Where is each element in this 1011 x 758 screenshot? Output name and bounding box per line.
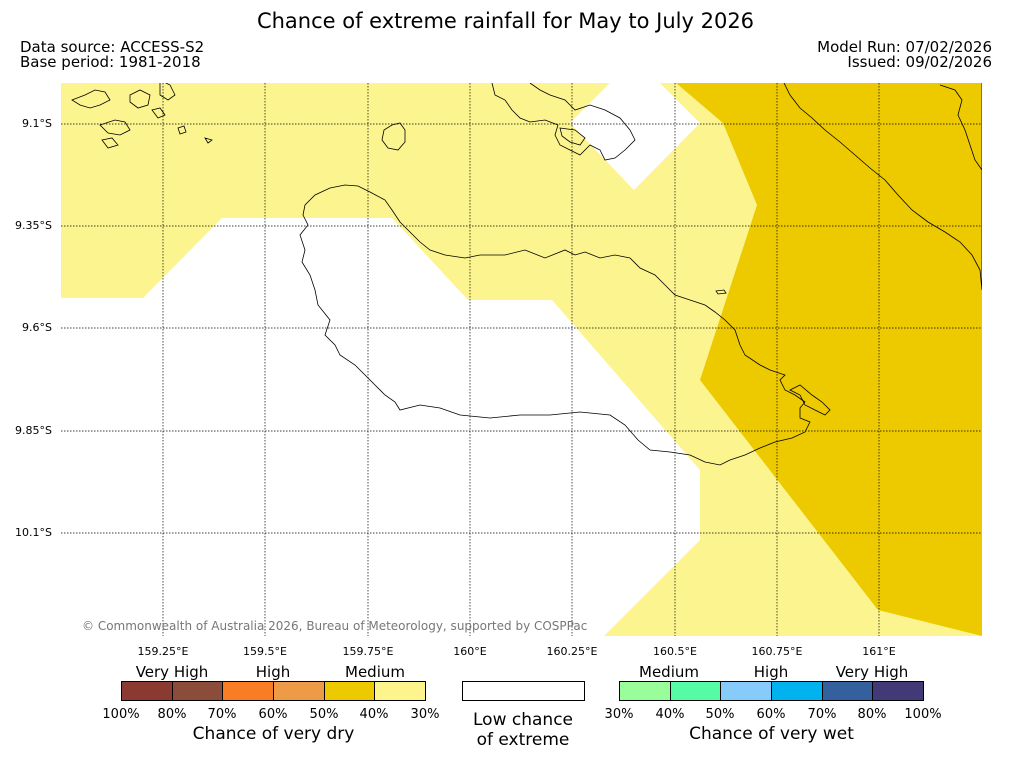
legend-dry-colorbar bbox=[121, 681, 426, 701]
legend-wet-tick: 80% bbox=[857, 707, 887, 722]
legend-wet-tick: 40% bbox=[655, 707, 685, 722]
legend-wet-tick: 60% bbox=[756, 707, 786, 722]
legend-low-label-line2: of extreme bbox=[476, 730, 570, 750]
florida-islands-coastline bbox=[491, 83, 636, 161]
legend-dry-category: High bbox=[255, 663, 291, 681]
legend-dry-category: Very High bbox=[135, 663, 209, 681]
lon-label: 160.25°E bbox=[546, 645, 598, 658]
legend-wet-title: Chance of very wet bbox=[689, 724, 854, 744]
legend-dry-tick: 50% bbox=[309, 707, 339, 722]
source-info: Data source: ACCESS-S2 Base period: 1981… bbox=[20, 40, 204, 70]
legend-dry-tick: 40% bbox=[359, 707, 389, 722]
lon-label: 160°E bbox=[453, 645, 487, 658]
copyright-notice: © Commonwealth of Australia 2026, Bureau… bbox=[82, 619, 588, 633]
legend-wet-tick: 100% bbox=[904, 707, 942, 722]
legend-low-swatch bbox=[462, 681, 585, 701]
legend-wet-swatch-3 bbox=[772, 682, 823, 700]
legend-dry-category: Medium bbox=[345, 663, 405, 681]
legend-dry-swatch-4 bbox=[324, 682, 376, 700]
legend-low-swatch-0 bbox=[463, 682, 584, 700]
model-run: Model Run: 07/02/2026 bbox=[817, 38, 992, 56]
low-chance-top-region bbox=[570, 83, 700, 190]
lat-label: 9.85°S bbox=[15, 424, 52, 437]
nggela-coastline bbox=[559, 127, 586, 146]
legend-wet-swatch-4 bbox=[822, 682, 874, 700]
map-area bbox=[61, 83, 982, 636]
base-period: Base period: 1981-2018 bbox=[20, 53, 201, 71]
legend-dry-tick: 100% bbox=[102, 707, 140, 722]
lon-label: 159.75°E bbox=[342, 645, 394, 658]
dry-medium-region bbox=[676, 83, 982, 636]
legend-wet-tick: 70% bbox=[807, 707, 837, 722]
legend-wet-tick: 30% bbox=[604, 707, 634, 722]
run-info: Model Run: 07/02/2026 Issued: 09/02/2026 bbox=[817, 40, 992, 70]
legend-wet-colorbar bbox=[619, 681, 924, 701]
lon-label: 159.5°E bbox=[243, 645, 287, 658]
legend-dry-swatch-3 bbox=[274, 682, 325, 700]
russell-islands-coastline bbox=[71, 83, 213, 149]
coastlines bbox=[71, 83, 982, 466]
malaita-inner-coastline bbox=[939, 84, 982, 171]
legend-dry-title: Chance of very dry bbox=[192, 724, 355, 744]
lon-label: 160.5°E bbox=[653, 645, 697, 658]
legend-dry-tick: 80% bbox=[157, 707, 187, 722]
legend-dry-tick: 70% bbox=[207, 707, 237, 722]
islet-coastline bbox=[381, 122, 406, 151]
map-title: Chance of extreme rainfall for May to Ju… bbox=[256, 9, 755, 33]
legend-low-label-line1: Low chance bbox=[473, 710, 573, 730]
lon-label: 159.25°E bbox=[137, 645, 189, 658]
legend-wet-tick: 50% bbox=[705, 707, 735, 722]
legend-wet-swatch-5 bbox=[873, 682, 924, 700]
lat-label: 9.35°S bbox=[15, 219, 52, 232]
data-source: Data source: ACCESS-S2 bbox=[20, 38, 205, 56]
legend-dry-swatch-2 bbox=[223, 682, 275, 700]
legend-dry-swatch-1 bbox=[172, 682, 224, 700]
legend-dry-tick: 60% bbox=[258, 707, 288, 722]
marau-coastline bbox=[789, 384, 831, 416]
malaita-coastline bbox=[783, 83, 982, 291]
legend-low-label: Low chance of extreme bbox=[443, 710, 603, 750]
lon-label: 161°E bbox=[862, 645, 896, 658]
lon-label: 160.75°E bbox=[751, 645, 803, 658]
legend-wet-category: Medium bbox=[639, 663, 699, 681]
guadalcanal-coastline bbox=[299, 184, 811, 466]
legend-dry-swatch-5 bbox=[375, 682, 426, 700]
gridlines bbox=[61, 83, 982, 636]
lat-label: 9.6°S bbox=[22, 321, 52, 334]
legend-dry-tick: 30% bbox=[410, 707, 440, 722]
issued-date: Issued: 09/02/2026 bbox=[847, 53, 992, 71]
lat-label: 9.1°S bbox=[22, 117, 52, 130]
legend-wet-category: High bbox=[753, 663, 789, 681]
legend-wet-swatch-0 bbox=[620, 682, 671, 700]
legend-dry-swatch-0 bbox=[122, 682, 173, 700]
lat-label: 10.1°S bbox=[15, 526, 52, 539]
legend-wet-swatch-1 bbox=[670, 682, 722, 700]
islet-small-coastline bbox=[715, 289, 727, 295]
legend-wet-swatch-2 bbox=[721, 682, 773, 700]
legend-wet-category: Very High bbox=[835, 663, 909, 681]
